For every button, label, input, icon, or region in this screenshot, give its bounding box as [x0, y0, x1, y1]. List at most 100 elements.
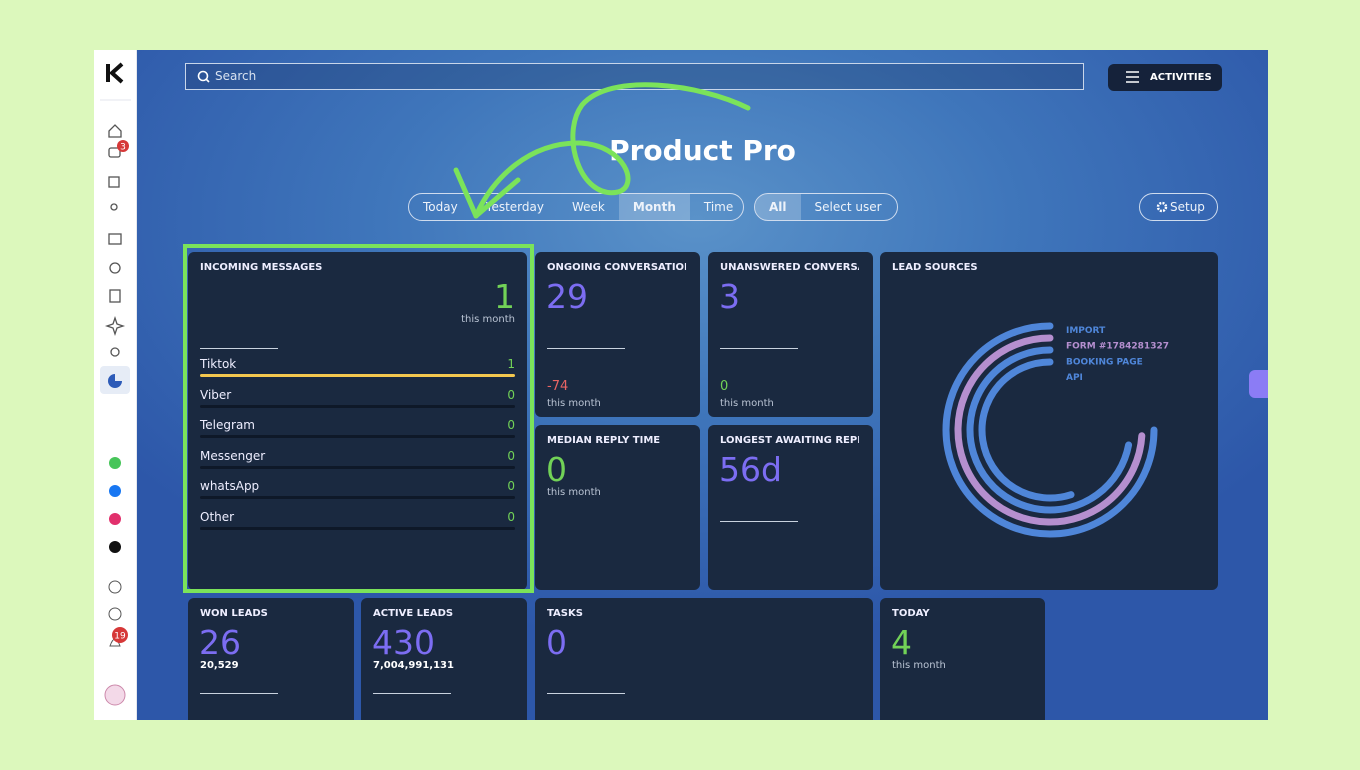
separator — [373, 693, 451, 694]
contacts-icon[interactable] — [110, 203, 118, 211]
tiktok-icon[interactable] — [109, 541, 121, 553]
separator — [200, 348, 278, 349]
logo[interactable] — [106, 62, 124, 84]
home-icon[interactable] — [108, 124, 122, 138]
board-icon[interactable] — [108, 176, 120, 188]
card-value: 0 — [546, 450, 567, 489]
ai-assistant-tab[interactable] — [1249, 370, 1268, 398]
separator — [547, 693, 625, 694]
help-icon[interactable] — [108, 607, 122, 621]
search-icon — [197, 70, 210, 83]
today-card: TODAY 4 this month — [880, 598, 1045, 720]
lead-legend: FORM #1784281327 — [1066, 342, 1169, 352]
products-icon[interactable] — [109, 262, 121, 274]
separator — [720, 348, 798, 349]
ai-icon[interactable] — [104, 315, 126, 337]
badge-bg — [117, 140, 129, 152]
lead-ring — [966, 346, 1133, 514]
calendar-icon[interactable] — [108, 233, 122, 245]
analytics-icon[interactable] — [108, 374, 122, 388]
period-option[interactable]: Time — [703, 200, 734, 214]
lead-ring — [954, 334, 1146, 526]
lead-ring — [978, 358, 1075, 502]
sidebar-icons: 3 19 — [100, 62, 131, 706]
card-sub: this month — [461, 314, 515, 325]
channel-bar — [200, 374, 515, 377]
channel-row: Messenger 0 — [200, 449, 515, 463]
lead-legend: IMPORT — [1066, 326, 1106, 336]
channel-name: Messenger — [200, 448, 266, 463]
card-title: INCOMING MESSAGES — [200, 262, 323, 273]
settings-icon[interactable] — [108, 580, 122, 594]
channel-name: Viber — [200, 387, 232, 402]
facebook-icon[interactable] — [109, 485, 121, 497]
channel-name: Other — [200, 510, 235, 524]
lead-ring — [942, 322, 1158, 538]
card-sub: this month — [892, 660, 946, 671]
avatar[interactable] — [104, 684, 126, 706]
channel-name: Telegram — [200, 418, 255, 433]
channel-row: Other 0 — [200, 510, 515, 524]
unanswered-card: UNANSWERED CONVERSATIONS 3 0 this month — [708, 252, 873, 417]
card-value: 4 — [891, 623, 912, 662]
chat-icon[interactable] — [108, 147, 121, 158]
channel-track — [200, 435, 515, 439]
gear-icon — [1156, 201, 1168, 213]
separator — [720, 521, 798, 522]
lead-legend: API — [1066, 373, 1083, 383]
card-title: ONGOING CONVERSATIONS — [547, 262, 686, 273]
tasks-card: TASKS 0 — [535, 598, 873, 720]
badge-bg — [112, 627, 128, 643]
notifications-badge: 19 — [114, 632, 126, 642]
card-title: WON LEADS — [200, 608, 268, 619]
channel-track — [200, 404, 515, 408]
channel-track — [200, 527, 515, 530]
card-title: LONGEST AWAITING REPLY — [720, 435, 859, 446]
period-option[interactable]: Today — [423, 200, 458, 214]
app-window: 3 19 Search ACTIVITIES Product Pro Today… — [94, 50, 1268, 720]
card-sub: this month — [547, 398, 601, 409]
period-filter: Today Yesterday Week Month Time — [408, 193, 744, 221]
channel-row: Viber 0 — [200, 388, 515, 402]
card-total: 7,004,991,131 — [373, 660, 454, 671]
channel-track — [200, 465, 515, 469]
channel-value: 1 — [507, 357, 515, 371]
card-title: LEAD SOURCES — [892, 262, 978, 273]
channel-value: 0 — [507, 479, 515, 494]
docs-icon[interactable] — [109, 289, 121, 303]
channel-row: Tiktok 1 — [200, 357, 515, 371]
search-bar[interactable]: Search — [185, 63, 1084, 90]
period-option[interactable]: Week — [571, 200, 605, 214]
channel-value: 0 — [507, 448, 515, 463]
card-title: UNANSWERED CONVERSATIONS — [720, 262, 859, 273]
separator — [547, 348, 625, 349]
setup-button[interactable]: Setup — [1139, 193, 1218, 221]
whatsapp-icon[interactable] — [109, 457, 121, 469]
card-value: 56d — [719, 450, 782, 489]
user-option[interactable]: All — [755, 194, 801, 220]
channel-row: Telegram 0 — [200, 418, 515, 432]
won-card: WON LEADS 26 20,529 — [188, 598, 354, 720]
lead-sources-chart: IMPORT FORM #1784281327 BOOKING PAGE API — [942, 322, 1169, 538]
card-value: 1 — [494, 277, 515, 316]
channel-track — [200, 496, 515, 500]
card-title: TODAY — [892, 608, 930, 619]
card-total: 20,529 — [200, 660, 239, 671]
card-value: 430 — [372, 623, 435, 662]
instagram-icon[interactable] — [109, 513, 121, 525]
card-title: ACTIVE LEADS — [373, 608, 454, 619]
messages-badge: 3 — [120, 143, 126, 153]
activities-button[interactable]: ACTIVITIES — [1108, 64, 1222, 91]
sidebar: 3 19 — [94, 50, 137, 720]
period-option[interactable]: Month — [618, 194, 690, 220]
longest-card: LONGEST AWAITING REPLY 56d — [708, 425, 873, 590]
user-option[interactable]: Select user — [814, 200, 882, 214]
card-value: 3 — [719, 277, 740, 316]
lead-sources-card: LEAD SOURCES IMPORT FORM #1784281327 BOOKI… — [880, 252, 1218, 590]
menu-icon — [1126, 71, 1139, 83]
period-option[interactable]: Yesterday — [485, 200, 544, 214]
automation-icon[interactable] — [110, 347, 120, 357]
channel-value: 0 — [507, 510, 515, 524]
